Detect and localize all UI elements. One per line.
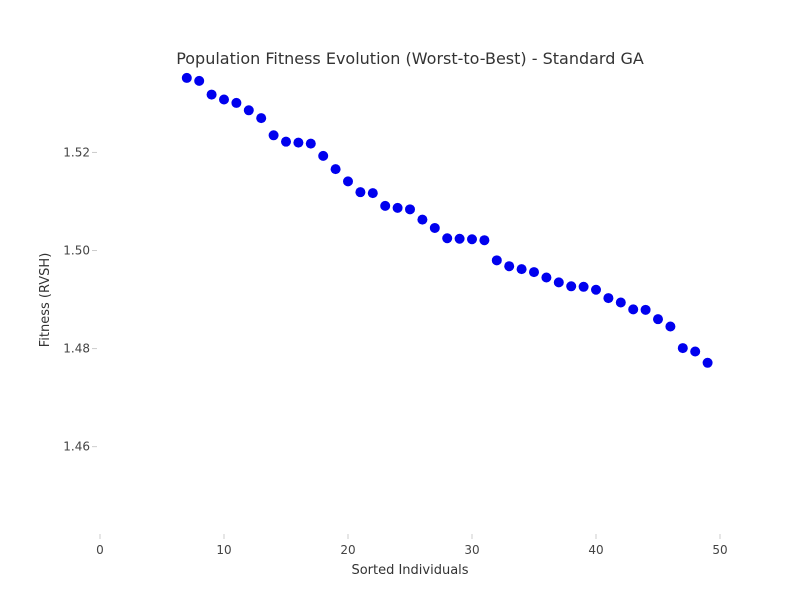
data-point	[591, 284, 601, 295]
chart-title: Population Fitness Evolution (Worst-to-B…	[176, 49, 644, 68]
data-point	[541, 272, 552, 283]
data-point	[392, 202, 403, 213]
y-tick-label: 1.52	[63, 145, 90, 159]
data-point	[677, 343, 688, 354]
x-axis: 0 10 20 30 40 50	[96, 534, 728, 557]
data-point	[442, 233, 453, 244]
y-axis-label: Fitness (RVSH)	[38, 253, 53, 348]
data-point	[615, 297, 626, 308]
data-point	[256, 113, 267, 124]
data-point	[603, 293, 614, 304]
data-point	[268, 130, 279, 141]
data-point	[491, 255, 502, 266]
data-point	[181, 72, 192, 83]
data-point	[281, 136, 291, 147]
data-point	[640, 304, 651, 315]
data-point	[504, 261, 515, 272]
data-point	[405, 204, 415, 215]
y-tick-label: 1.48	[63, 342, 90, 356]
data-point	[194, 75, 205, 86]
data-point	[529, 267, 539, 278]
data-point	[467, 234, 477, 245]
data-point	[305, 138, 316, 149]
data-point	[231, 97, 242, 108]
data-point	[355, 187, 366, 198]
data-point	[206, 89, 217, 100]
data-point	[243, 105, 254, 116]
data-point	[665, 321, 676, 332]
data-point	[343, 176, 353, 187]
y-tick-label: 1.46	[63, 440, 90, 454]
data-point	[380, 200, 391, 211]
data-point	[566, 281, 577, 292]
data-point	[479, 235, 490, 246]
data-point	[653, 314, 663, 325]
x-tick-label: 30	[464, 543, 479, 557]
data-point	[417, 214, 428, 225]
x-tick-label: 20	[340, 543, 355, 557]
data-point	[330, 164, 341, 175]
x-axis-label: Sorted Individuals	[351, 563, 468, 578]
data-point	[553, 277, 564, 288]
data-point	[454, 233, 465, 244]
data-point	[318, 150, 329, 161]
x-tick-label: 40	[588, 543, 603, 557]
data-point	[628, 304, 639, 315]
data-point	[219, 94, 229, 105]
x-tick-label: 50	[712, 543, 727, 557]
x-tick-label: 0	[96, 543, 104, 557]
data-point	[429, 222, 440, 233]
data-point	[293, 137, 304, 148]
data-point	[367, 188, 378, 199]
data-point	[578, 281, 589, 292]
data-point	[516, 264, 527, 275]
data-point	[690, 346, 701, 357]
x-tick-label: 10	[216, 543, 231, 557]
data-point	[702, 357, 713, 368]
data-points	[181, 72, 713, 368]
y-axis: 1.46 1.48 1.50 1.52	[63, 145, 97, 454]
y-tick-label: 1.50	[63, 244, 90, 258]
